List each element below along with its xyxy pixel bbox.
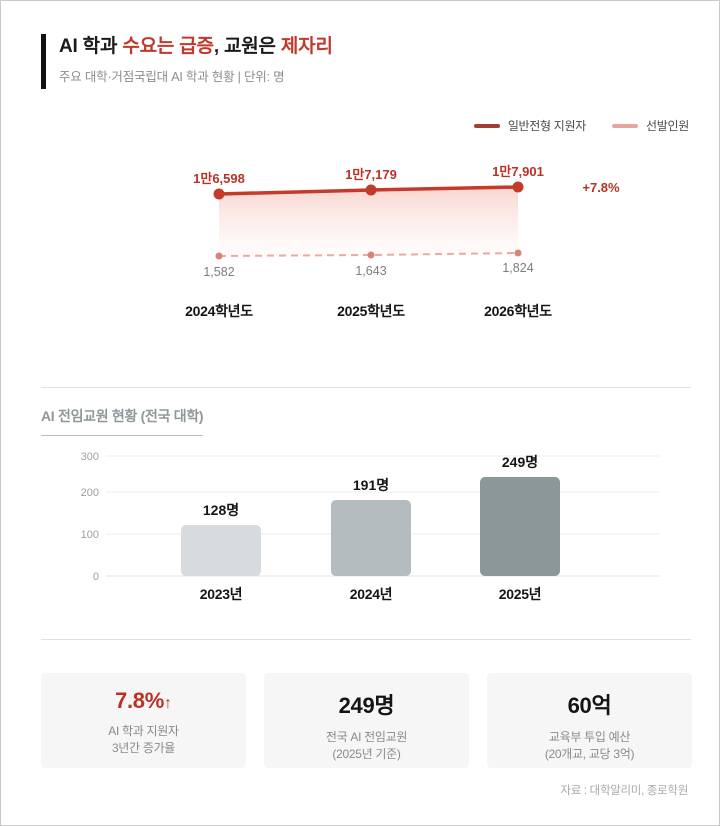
- selected-value-label: 1,643: [355, 264, 386, 278]
- legend-item-applicants: 일반전형 지원자: [473, 117, 587, 134]
- applicants-point-2025: [365, 184, 377, 196]
- stat-value-row: 249명: [264, 688, 469, 720]
- bar-value-label-2023: 128명: [203, 502, 239, 518]
- stat-value: 7.8%: [115, 688, 164, 713]
- applicants-point-2024: [213, 188, 225, 200]
- applicants-value-label: 1만7,901: [492, 164, 544, 179]
- stat-value: 249명: [338, 693, 395, 718]
- title-part-dark: , 교원은: [213, 36, 281, 57]
- stat-value-row: 60억: [487, 688, 692, 720]
- selected-dashed-line: [218, 252, 519, 257]
- bar-2025: [480, 477, 560, 576]
- y-tick-300: 300: [81, 451, 99, 463]
- title-part-dark: AI 학과: [59, 36, 123, 57]
- bar-x-label-2023: 2023년: [200, 586, 243, 602]
- bar-value-label-2025: 249명: [502, 454, 538, 470]
- title-part-red: 수요는 급증: [122, 36, 214, 57]
- x-axis-label-2024: 2024학년도: [185, 303, 253, 319]
- stat-caption: (2025년 기준): [332, 747, 401, 761]
- bar-chart: 300 200 100 0 128명 191명 249명 2023년 2024년…: [81, 451, 659, 602]
- stat-caption: 교육부 투입 예산: [548, 730, 631, 744]
- section-divider: [41, 387, 691, 388]
- selected-value-label: 1,582: [203, 265, 234, 279]
- selected-point-2025: [367, 251, 375, 259]
- applicants-line-swatch-icon: [473, 123, 500, 128]
- stat-card-growth: 7.8%↑ AI 학과 지원자 3년간 증가율: [41, 673, 246, 768]
- growth-annotation: +7.8%: [582, 180, 620, 195]
- chart-legend: 일반전형 지원자 선발인원: [473, 117, 689, 134]
- page-title: AI 학과 수요는 급증, 교원은 제자리: [59, 34, 333, 60]
- title-accent-bar: [41, 34, 46, 89]
- y-tick-100: 100: [81, 529, 99, 541]
- bar-x-label-2024: 2024년: [350, 586, 393, 602]
- stat-card-faculty: 249명 전국 AI 전임교원 (2025년 기준): [264, 673, 469, 768]
- x-axis-label-2026: 2026학년도: [484, 303, 552, 319]
- header: AI 학과 수요는 급증, 교원은 제자리 주요 대학·거점국립대 AI 학과 …: [41, 34, 333, 89]
- y-tick-200: 200: [81, 487, 99, 499]
- stat-value-row: 7.8%↑: [41, 688, 246, 714]
- bar-value-label-2024: 191명: [353, 477, 389, 493]
- bar-2023: [181, 525, 261, 576]
- stat-card-budget: 60억 교육부 투입 예산 (20개교, 교당 3억): [487, 673, 692, 768]
- page-subtitle: 주요 대학·거점국립대 AI 학과 현황 | 단위: 명: [59, 70, 285, 84]
- legend-item-selected: 선발인원: [612, 117, 689, 134]
- area-fill-between-lines: [219, 187, 518, 256]
- stat-value: 60억: [567, 693, 612, 718]
- data-source-note: 자료 : 대학알리미, 종로학원: [560, 785, 688, 797]
- selected-point-2026: [514, 249, 522, 257]
- selected-point-2024: [215, 252, 223, 260]
- applicants-value-label: 1만6,598: [193, 171, 245, 186]
- selected-value-label: 1,824: [502, 261, 533, 275]
- stat-caption: AI 학과 지원자: [108, 724, 179, 738]
- y-tick-0: 0: [93, 571, 99, 583]
- stat-cards-row: 7.8%↑ AI 학과 지원자 3년간 증가율 249명 전국 AI 전임교원 …: [41, 673, 692, 768]
- selected-line-swatch-icon: [612, 123, 639, 128]
- up-arrow-icon: ↑: [163, 695, 172, 712]
- header-text: AI 학과 수요는 급증, 교원은 제자리 주요 대학·거점국립대 AI 학과 …: [59, 34, 333, 89]
- legend-label: 선발인원: [646, 119, 689, 133]
- x-axis-label-2025: 2025학년도: [337, 303, 405, 319]
- line-chart: 1만6,598 1만7,179 1만7,901 +7.8% 1,582 1,64…: [185, 164, 620, 319]
- stat-caption: 3년간 증가율: [111, 741, 176, 755]
- bar-x-label-2025: 2025년: [499, 586, 542, 602]
- title-part-red: 제자리: [280, 36, 333, 57]
- legend-label: 일반전형 지원자: [507, 119, 587, 133]
- applicants-point-2026: [512, 181, 524, 193]
- stat-caption: (20개교, 교당 3억): [544, 747, 635, 761]
- stat-caption: 전국 AI 전임교원: [325, 730, 408, 744]
- section-divider: [41, 639, 691, 640]
- bar-2024: [331, 500, 411, 576]
- applicants-value-label: 1만7,179: [345, 167, 397, 182]
- bar-chart-title: AI 전임교원 현황 (전국 대학): [41, 406, 204, 436]
